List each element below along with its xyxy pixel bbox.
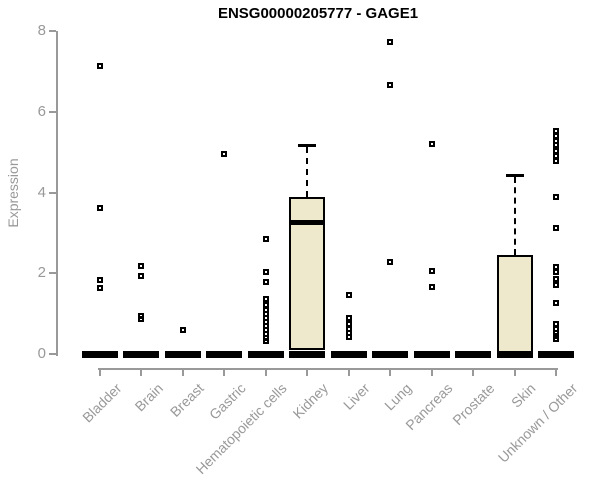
outlier-point (428, 268, 435, 275)
outlier-point (97, 285, 103, 292)
x-tick-label: Prostate (449, 380, 498, 429)
outlier-point (552, 264, 559, 271)
x-tick-mark (554, 368, 557, 376)
zero-median-bar (289, 350, 326, 358)
y-tick-label: 2 (37, 264, 46, 282)
x-tick-mark (223, 368, 226, 376)
outlier-point (97, 277, 103, 284)
x-tick-mark (306, 368, 309, 376)
outlier-point (387, 82, 394, 89)
zero-median-bar (537, 350, 574, 358)
zero-median-bar (82, 350, 118, 358)
outlier-point (387, 39, 394, 46)
x-tick-label: Skin (508, 380, 539, 411)
chart-title: ENSG00000205777 - GAGE1 (217, 5, 419, 22)
y-tick-label: 6 (37, 102, 46, 120)
outlier-point (552, 269, 559, 276)
outlier-point (179, 326, 186, 333)
outlier-point (262, 338, 269, 345)
y-axis-line (56, 31, 58, 356)
zero-median-bar (413, 350, 450, 358)
x-tick-label: Liver (340, 380, 374, 413)
x-tick-label: Lung (381, 380, 415, 414)
x-tick-label: Brain (131, 380, 166, 415)
upper-whisker (306, 147, 309, 197)
outlier-point (221, 151, 228, 158)
median-line (289, 220, 326, 226)
upper-whisker (513, 176, 516, 256)
outlier-point (428, 141, 435, 148)
zero-median-bar (496, 350, 533, 358)
x-tick-mark (264, 368, 267, 376)
outlier-point (138, 262, 145, 269)
x-tick-mark (513, 368, 516, 376)
outlier-point (97, 63, 103, 70)
outlier-point (345, 320, 352, 327)
zero-median-bar (372, 350, 409, 358)
outlier-point (345, 314, 352, 321)
x-tick-mark (472, 368, 475, 376)
zero-median-bar (455, 350, 492, 358)
whisker-cap (298, 144, 317, 148)
x-tick-label: Kidney (290, 380, 332, 422)
outlier-point (552, 158, 559, 164)
y-tick-label: 0 (37, 345, 46, 362)
outlier-point (552, 142, 559, 149)
outlier-point (552, 276, 559, 283)
outlier-point (552, 225, 559, 232)
outlier-point (345, 292, 352, 299)
outlier-point (387, 259, 394, 266)
outlier-point (552, 281, 559, 288)
zero-median-bar (330, 350, 367, 358)
y-tick-mark (49, 191, 56, 194)
x-tick-label: Breast (167, 380, 208, 420)
y-tick-mark (49, 110, 56, 113)
outlier-point (262, 235, 269, 242)
outlier-point (262, 269, 269, 276)
zero-median-bar (247, 350, 284, 358)
y-tick-mark (49, 272, 56, 275)
zero-median-bar (206, 350, 243, 358)
x-tick-mark (347, 368, 350, 376)
zero-median-bar (164, 350, 201, 358)
x-tick-label: Unknown / Other (494, 380, 581, 466)
outlier-point (345, 334, 352, 341)
y-tick-label: 4 (37, 183, 46, 201)
outlier-point (97, 204, 103, 211)
x-axis-line (98, 368, 558, 370)
x-tick-mark (430, 368, 433, 376)
outlier-point (138, 316, 145, 323)
box (496, 255, 533, 354)
outlier-point (262, 296, 269, 303)
x-tick-label: Bladder (78, 380, 125, 426)
x-tick-mark (389, 368, 392, 376)
y-tick-mark (49, 353, 56, 355)
y-tick-label: 8 (37, 22, 46, 39)
zero-median-bar (123, 350, 160, 358)
whisker-cap (505, 173, 524, 177)
outlier-point (552, 193, 559, 200)
outlier-point (552, 299, 559, 306)
x-tick-mark (181, 368, 184, 376)
x-tick-mark (140, 368, 143, 376)
x-tick-mark (99, 368, 101, 376)
outlier-point (428, 284, 435, 291)
outlier-point (552, 336, 559, 343)
outlier-point (262, 279, 269, 286)
y-tick-mark (49, 30, 56, 32)
outlier-point (138, 273, 145, 280)
